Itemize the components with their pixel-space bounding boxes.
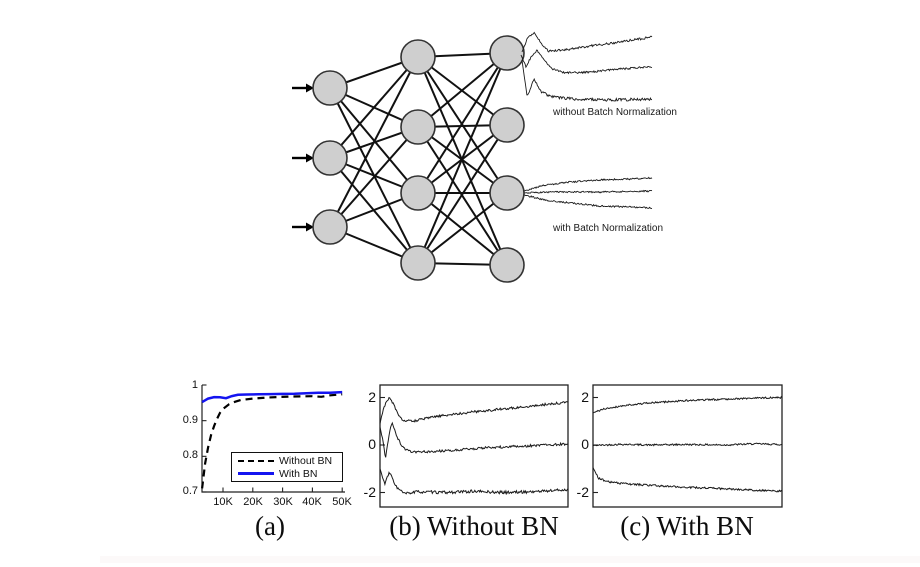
chart-c-series-2	[592, 467, 783, 493]
caption-a: (a)	[255, 511, 285, 541]
chart-b-axis-ticks	[380, 396, 385, 494]
chart-c-series-1	[593, 442, 783, 447]
activations-plot-with-bn	[592, 384, 783, 508]
plot-a-ytick-1: 1	[191, 379, 198, 391]
plot-c-ytick-2: 2	[581, 389, 589, 405]
plot-a-ytick-0-7: 0.7	[182, 485, 198, 497]
plot-b-ytick-m2: -2	[363, 484, 376, 500]
activation-traces-without-bn	[520, 31, 653, 102]
activations-plot-without-bn	[379, 384, 569, 508]
plot-a-series-0	[201, 393, 343, 489]
chart-c-series-0	[592, 395, 783, 414]
neural-network-diagram	[292, 31, 653, 283]
plot-c-ytick-0: 0	[581, 436, 589, 452]
network-nodes	[312, 35, 525, 283]
legend-label-with-bn: With BN	[279, 467, 318, 480]
accuracy-plot	[201, 384, 345, 493]
plot-a-legend: Without BN With BN	[231, 452, 343, 482]
chart-b-series-2	[379, 468, 569, 496]
caption-c: (c) With BN	[620, 511, 754, 541]
legend-label-without-bn: Without BN	[279, 454, 333, 467]
plot-a-xtick-50k: 50K	[332, 496, 352, 508]
plot-a-xtick-40k: 40K	[302, 496, 322, 508]
plot-a-axis-ticks	[202, 384, 343, 493]
solid-line-sample	[238, 472, 274, 475]
legend-entry-without-bn: Without BN	[238, 454, 342, 467]
plot-a-ytick-0-8: 0.8	[182, 449, 198, 461]
diagram-label-without-bn: without Batch Normalization	[553, 107, 677, 118]
plot-a-xtick-20k: 20K	[243, 496, 263, 508]
network-edges	[329, 52, 508, 266]
diagram-label-with-bn: with Batch Normalization	[552, 223, 664, 234]
legend-entry-with-bn: With BN	[238, 467, 342, 480]
input-arrow-icons	[292, 83, 314, 232]
plot-b-ytick-0: 0	[368, 436, 376, 452]
plot-c-ytick-m2: -2	[576, 484, 589, 500]
caption-b: (b) Without BN	[389, 511, 559, 541]
plot-a-xtick-30k: 30K	[273, 496, 293, 508]
activation-traces-with-bn	[523, 176, 653, 209]
plot-a-series-1	[201, 390, 343, 404]
plot-b-ytick-2: 2	[368, 389, 376, 405]
dashed-line-sample	[238, 459, 274, 462]
page-edge-strip	[100, 556, 920, 563]
chart-b-series-1	[379, 421, 569, 458]
chart-b-series-0	[379, 396, 569, 424]
plot-a-ytick-0-9: 0.9	[182, 414, 198, 426]
plot-a-xtick-10k: 10K	[213, 496, 233, 508]
